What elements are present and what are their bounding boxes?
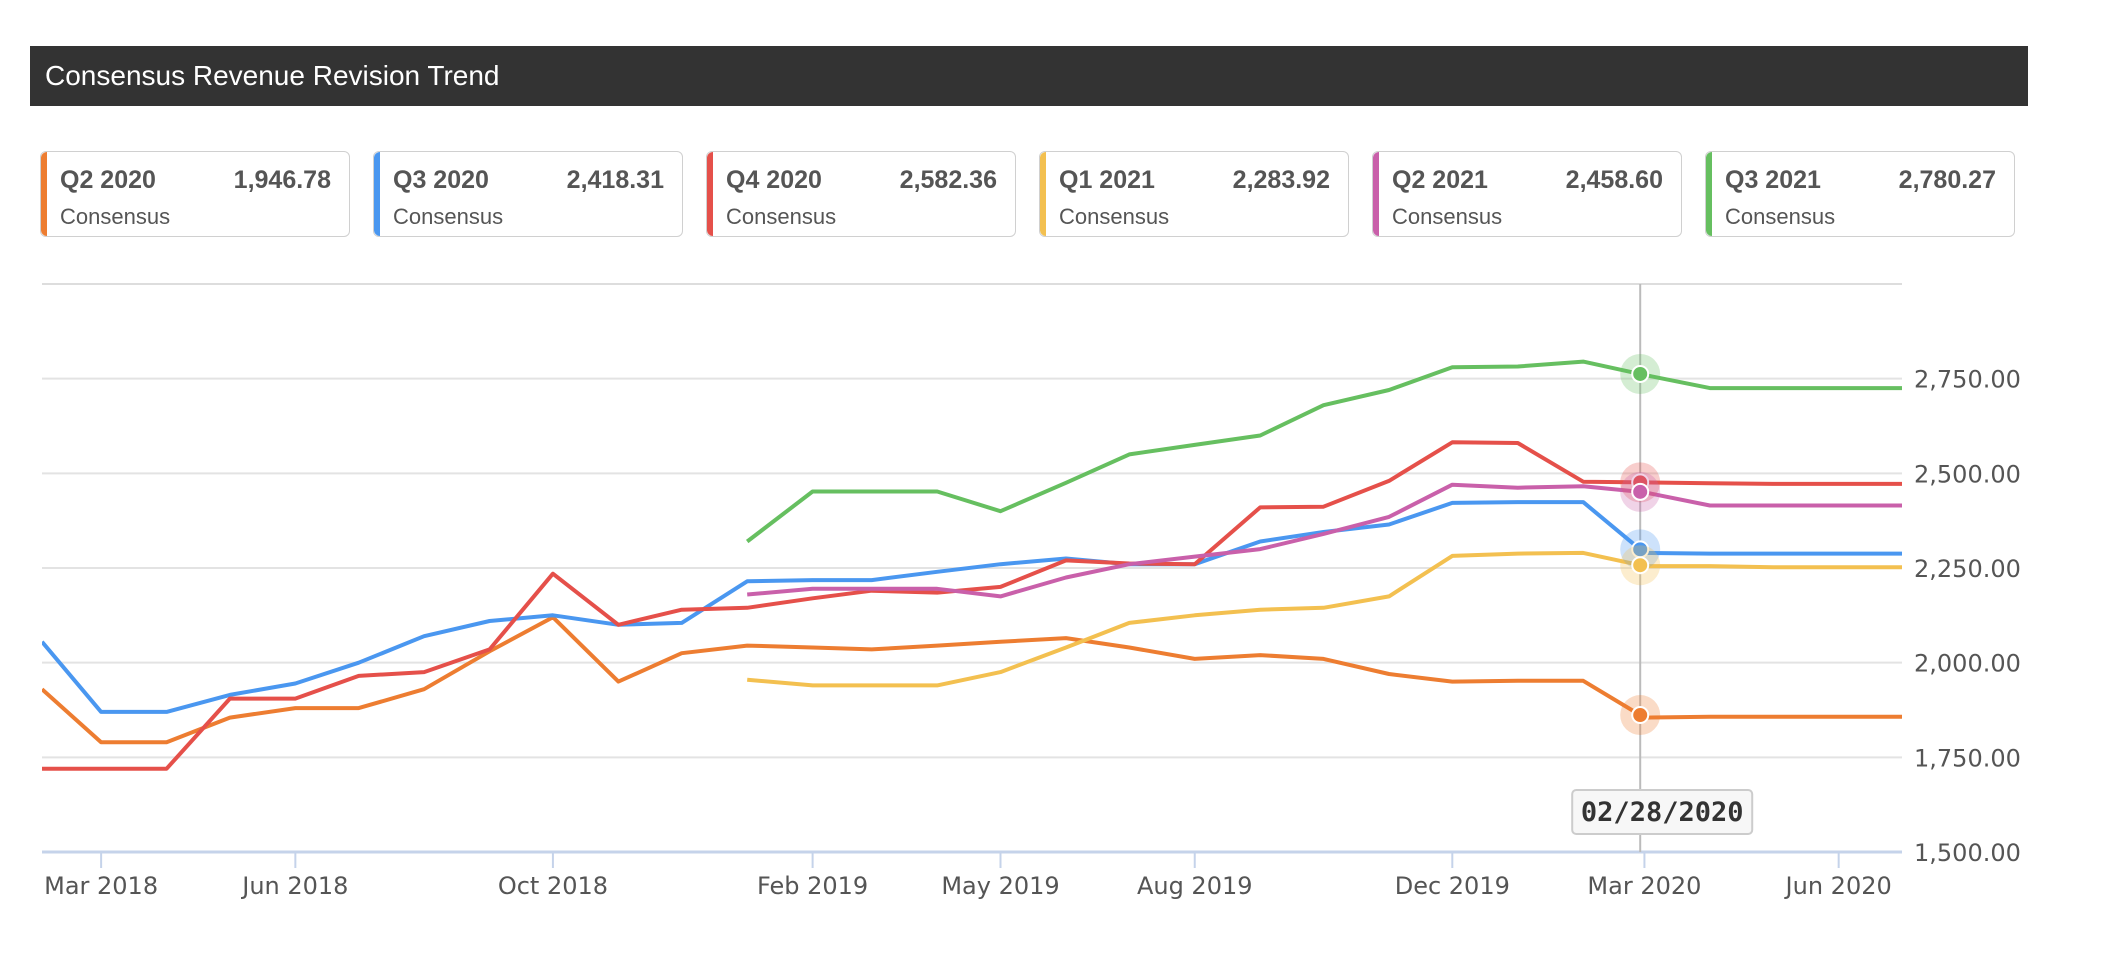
card-color-bar — [41, 152, 47, 236]
series-line[interactable] — [42, 615, 1902, 745]
series-line[interactable] — [747, 482, 1902, 599]
card-subtitle: Consensus — [726, 204, 837, 229]
x-tick-label: Jun 2020 — [1784, 872, 1892, 900]
series-group — [42, 359, 1902, 771]
hover-marker[interactable] — [1631, 556, 1650, 575]
card-value: 2,418.31 — [566, 166, 664, 194]
y-tick-label: 2,750.00 — [1914, 366, 2021, 394]
card-color-bar — [374, 152, 380, 236]
card-subtitle: Consensus — [1059, 204, 1170, 229]
x-tick-label: May 2019 — [941, 872, 1059, 900]
card-subtitle: Consensus — [1725, 204, 1836, 229]
card-color-bar — [1706, 152, 1712, 236]
card-color-bar — [707, 152, 713, 236]
card-subtitle: Consensus — [60, 204, 171, 229]
x-tick-label: Dec 2019 — [1395, 872, 1510, 900]
series-line[interactable] — [42, 500, 1902, 714]
y-tick-label: 1,500.00 — [1914, 839, 2021, 867]
x-tick-label: Feb 2019 — [757, 872, 868, 900]
card-color-bar — [1373, 152, 1379, 236]
card-value: 2,780.27 — [1898, 166, 1996, 194]
x-tick-label: Jun 2018 — [240, 872, 348, 900]
card-quarter: Q4 2020 — [726, 166, 822, 194]
y-tick-label: 2,250.00 — [1914, 555, 2021, 583]
card-value: 2,283.92 — [1232, 166, 1330, 194]
card-value: 1,946.78 — [233, 166, 331, 194]
card-subtitle: Consensus — [1392, 204, 1503, 229]
card-value: 2,582.36 — [899, 166, 997, 194]
hover-marker[interactable] — [1631, 706, 1650, 725]
consensus-card[interactable]: Q3 2020 2,418.31 Consensus — [373, 151, 683, 237]
x-tick-label: Oct 2018 — [498, 872, 608, 900]
x-tick-label: Mar 2018 — [44, 872, 158, 900]
chart-title: Consensus Revenue Revision Trend — [45, 60, 500, 91]
consensus-card[interactable]: Q2 2020 1,946.78 Consensus — [40, 151, 350, 237]
card-quarter: Q2 2021 — [1392, 166, 1488, 194]
y-tick-label: 2,500.00 — [1914, 460, 2021, 488]
hover-marker[interactable] — [1631, 482, 1650, 501]
chart-header: Consensus Revenue Revision Trend — [30, 46, 2028, 106]
card-quarter: Q2 2020 — [60, 166, 156, 194]
card-subtitle: Consensus — [393, 204, 504, 229]
series-line[interactable] — [745, 359, 1902, 544]
consensus-card[interactable]: Q4 2020 2,582.36 Consensus — [706, 151, 1016, 237]
card-value: 2,458.60 — [1565, 166, 1663, 194]
crosshair-tooltip — [1571, 789, 1754, 835]
hover-marker[interactable] — [1631, 364, 1650, 383]
consensus-card[interactable]: Q3 2021 2,780.27 Consensus — [1705, 151, 2015, 237]
x-tick-label: Aug 2019 — [1137, 872, 1253, 900]
x-tick-label: Mar 2020 — [1587, 872, 1701, 900]
consensus-card[interactable]: Q2 2021 2,458.60 Consensus — [1372, 151, 1682, 237]
consensus-cards: Q2 2020 1,946.78 Consensus Q3 2020 2,418… — [40, 151, 2040, 239]
card-quarter: Q3 2021 — [1725, 166, 1821, 194]
consensus-card[interactable]: Q1 2021 2,283.92 Consensus — [1039, 151, 1349, 237]
card-quarter: Q1 2021 — [1059, 166, 1155, 194]
card-quarter: Q3 2020 — [393, 166, 489, 194]
y-tick-label: 2,000.00 — [1914, 650, 2021, 678]
card-color-bar — [1040, 152, 1046, 236]
series-line[interactable] — [42, 440, 1902, 771]
y-tick-label: 1,750.00 — [1914, 744, 2021, 772]
crosshair-date-label: 02/28/2020 — [1581, 797, 1744, 828]
series-line[interactable] — [747, 550, 1902, 688]
